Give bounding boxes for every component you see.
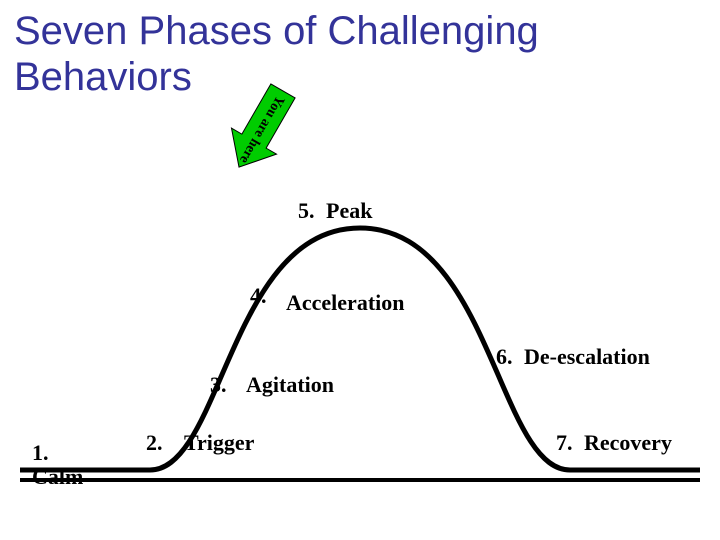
phase-5-text: Peak: [326, 198, 372, 224]
slide-title: Seven Phases of Challenging Behaviors: [14, 8, 694, 100]
phase-4-text: Acceleration: [286, 290, 405, 316]
phase-1-num: 1.: [32, 440, 49, 466]
phase-5-num: 5.: [298, 198, 315, 224]
phase-3-num: 3.: [210, 372, 227, 398]
phase-2-num: 2.: [146, 430, 163, 456]
phase-1-text: Calm: [32, 464, 83, 490]
slide-root: Seven Phases of Challenging Behaviors Yo…: [0, 0, 720, 540]
you-are-here-arrow: You are here: [201, 69, 321, 189]
phase-7-num: 7.: [556, 430, 573, 456]
phase-7-text: Recovery: [584, 430, 672, 456]
phase-4-num: 4.: [250, 283, 267, 309]
phase-2-text: Trigger: [184, 430, 254, 456]
phase-6-num: 6.: [496, 344, 513, 370]
baseline-rule: [20, 478, 700, 482]
phase-3-text: Agitation: [246, 372, 334, 398]
phase-6-text: De-escalation: [524, 344, 650, 370]
